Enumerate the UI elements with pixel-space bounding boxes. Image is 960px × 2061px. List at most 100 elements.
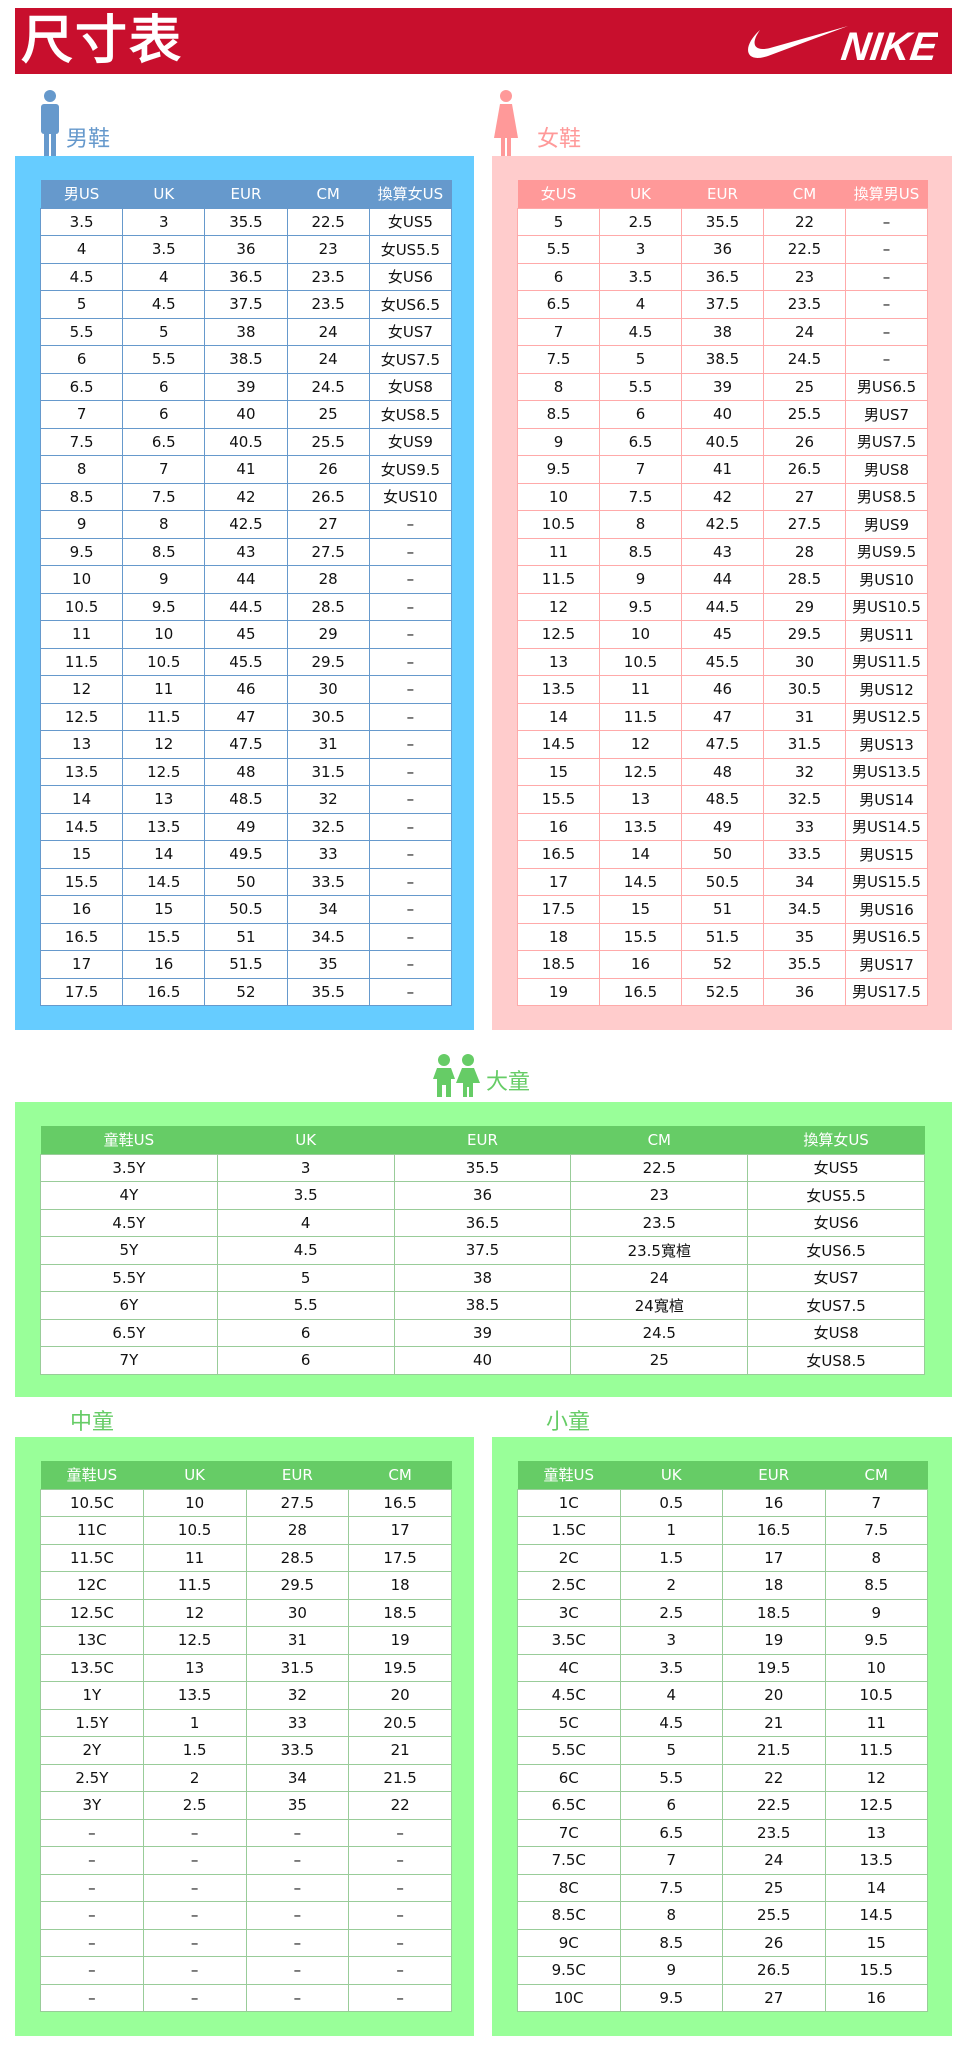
table-row: 16 15 50.5 34– [39,895,453,924]
table-header-row: 男US UK EUR CM 換算女US [40,180,452,208]
table-cell: 6 [619,1791,723,1820]
table-cell: 34 [286,895,370,924]
table-cell: 9.5 [824,1626,928,1655]
table-cell: 34.5 [286,922,370,951]
table-cell: 男US9.5 [845,537,928,566]
table-cell: 13.5C [40,1653,144,1682]
table-header-row: 童鞋US UK EUR CM [517,1461,928,1489]
table-cell: 32 [286,785,370,814]
table-cell: 9 [517,427,600,456]
table-cell: – [368,675,453,704]
table-cell: 女US10 [368,482,453,511]
table-cell: 27.5 [286,537,370,566]
table-cell: 14 [599,840,682,869]
table-cell: 16 [39,895,124,924]
table-cell: 39 [393,1318,572,1347]
table-cell: 44 [681,565,764,594]
table-cell: 27.5 [763,510,846,539]
table-cell: 男US11 [845,620,928,649]
table-cell: 7.5 [517,345,600,374]
table-cell: 男US8.5 [845,482,928,511]
table-cell: 26 [763,427,846,456]
table-cell: 8 [517,372,600,401]
table-cell: 11.5 [517,565,600,594]
children-icon [433,1054,480,1097]
table-cell: 8.5 [824,1571,928,1600]
table-row: 11 10 45 29– [39,620,453,649]
table-cell: 23 [286,235,370,264]
table-cell: 36 [393,1181,572,1210]
table-cell: 20.5 [348,1708,452,1737]
table-cell: – [245,1818,350,1847]
table-cell: 29 [763,592,846,621]
table-cell: 4Y [40,1181,218,1210]
table-cell: 13 [824,1818,928,1847]
table-cell: 13 [142,1653,247,1682]
table-cell: 48.5 [681,785,764,814]
table-cell: 9.5 [39,537,124,566]
table-row: – – – – [40,1873,452,1902]
table-cell: 38 [204,317,288,346]
table-cell: – [142,1928,247,1957]
table-row: 5.5 5 38 24 女US7 [39,317,453,346]
column-header: CM [570,1126,748,1154]
table-cell: – [368,977,453,1006]
table-cell: 46 [681,675,764,704]
table-cell: 7.5 [824,1516,928,1545]
table-cell: – [368,895,453,924]
men-size-table: 男US UK EUR CM 換算女US 3.5 3 35.5 22.5 女US5 4 3.5 36 23 女… [39,180,453,1006]
table-cell: 31 [245,1626,350,1655]
table-cell: 23.5 [763,290,846,319]
table-cell: 5 [619,1736,723,1765]
table-cell: 13 [39,730,124,759]
table-cell: 3 [599,235,682,264]
table-cell: 30.5 [763,675,846,704]
table-cell: 29.5 [763,620,846,649]
swoosh-icon [748,26,848,58]
table-cell: 5C [517,1708,621,1737]
table-cell: 男US15.5 [845,867,928,896]
table-cell: 38 [681,317,764,346]
table-cell: – [368,730,453,759]
table-cell: 男US12.5 [845,702,928,731]
table-row: 17.5 15 51 34.5 男US16 [517,895,928,924]
small-kids-label: 小童 [546,1410,591,1435]
table-cell: 18.5 [517,950,600,979]
table-cell: 21 [722,1708,826,1737]
table-cell: 21 [348,1736,452,1765]
table-cell: 16.5 [517,840,600,869]
table-cell: 7 [39,400,124,429]
table-cell: 31 [286,730,370,759]
table-cell: 25 [722,1873,826,1902]
table-row: 13.5 11 46 30.5 男US12 [517,675,928,704]
table-cell: 男US15 [845,840,928,869]
column-header: UK [620,1461,723,1489]
table-cell: 35 [763,922,846,951]
table-cell: 5.5C [517,1736,621,1765]
table-row: 6.5 4 37.5 23.5– [517,290,928,319]
table-row: 4.5 4 36.5 23.5 女US6 [39,262,453,291]
table-cell: 23 [763,262,846,291]
table-row: 17.5 16.5 52 35.5– [39,977,453,1006]
table-cell: 2.5C [517,1571,621,1600]
table-cell: – [368,840,453,869]
table-cell: 22 [763,207,846,236]
table-cell: 44 [204,565,288,594]
table-header-row: 童鞋US UK EUR CM [40,1461,452,1489]
table-cell: 3.5 [39,207,124,236]
table-cell: 45 [204,620,288,649]
table-row: 6.5Y 6 39 24.5 女US8 [40,1318,925,1347]
table-cell: 11.5 [824,1736,928,1765]
table-cell: 49 [681,812,764,841]
table-row: 16 13.5 49 33 男US14.5 [517,812,928,841]
table-cell: 15.5 [39,867,124,896]
table-cell: 6 [122,372,206,401]
table-cell: 10.5 [824,1681,928,1710]
table-cell: 23.5 [570,1208,749,1237]
table-row: 3C 2.5 18.5 9 [517,1598,928,1627]
table-row: 10.5C 10 27.5 16.5 [40,1488,452,1517]
table-row: 6.5 6 39 24.5 女US8 [39,372,453,401]
table-cell: 2 [142,1763,247,1792]
table-cell: 3 [216,1153,395,1182]
table-cell: 6.5 [599,427,682,456]
